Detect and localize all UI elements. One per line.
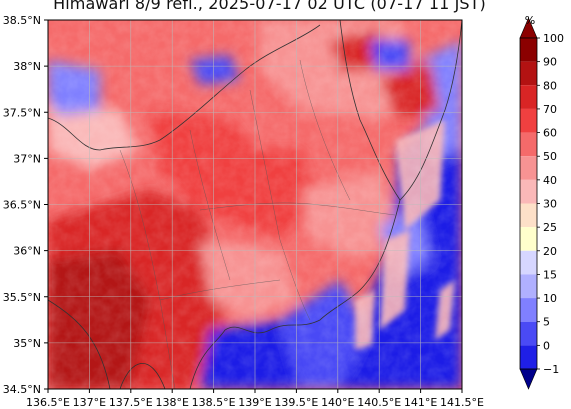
colorbar-tick-label: 15	[543, 268, 557, 281]
colorbar-tick-label: 100	[543, 32, 564, 45]
colorbar-extend-min	[519, 368, 538, 390]
lon-tick-label: 136.5°E	[26, 396, 70, 409]
lon-tick-label: 137.5°E	[109, 396, 153, 409]
lat-tick-label: 34.5°N	[3, 383, 41, 396]
lon-tick-label: 138.5°E	[192, 396, 236, 409]
lon-tick-label: 139.5°E	[274, 396, 318, 409]
colorbar-tick-label: 40	[543, 174, 557, 187]
colorbar-unit: %	[525, 14, 535, 27]
lat-tick-label: 36.5°N	[3, 199, 41, 212]
colorbar-segment	[520, 61, 537, 86]
lat-tick-label: 38°N	[13, 60, 41, 73]
lat-tick-label: 37°N	[13, 152, 41, 165]
colorbar-tick-label: 90	[543, 56, 557, 69]
colorbar-tick-label: 30	[543, 198, 557, 211]
lon-tick-label: 139°E	[238, 396, 271, 409]
lat-tick-label: 37.5°N	[3, 106, 41, 119]
colorbar-tick-label: 70	[543, 103, 557, 116]
colorbar-segment	[520, 85, 537, 109]
colorbar-tick-label: 80	[543, 79, 557, 92]
colorbar-segment	[520, 203, 537, 228]
colorbar-segment	[520, 298, 537, 322]
colorbar-segment	[520, 250, 537, 275]
colorbar-segment	[520, 274, 537, 299]
lat-tick-label: 35°N	[13, 337, 41, 350]
colorbar-segment	[520, 156, 537, 180]
lon-tick-label: 138°E	[155, 396, 188, 409]
colorbar-tick-label: 10	[543, 292, 557, 305]
colorbar-tick-label: 50	[543, 150, 557, 163]
colorbar-segment	[520, 132, 537, 157]
lon-tick-label: 141.5°E	[440, 396, 484, 409]
colorbar-tick-label: 25	[543, 221, 557, 234]
coastline-lines	[48, 20, 462, 389]
lat-tick-label: 35.5°N	[3, 291, 41, 304]
colorbar-segment	[520, 227, 537, 251]
map-title: Himawari 8/9 refl., 2025-07-17 02 UTC (0…	[53, 0, 486, 13]
lon-tick-label: 137°E	[73, 396, 106, 409]
gridlines	[48, 20, 462, 389]
colorbar-segment	[520, 345, 537, 369]
lat-tick-label: 36°N	[13, 245, 41, 258]
colorbar-tick-label: 60	[543, 127, 557, 140]
lon-tick-label: 140.5°E	[357, 396, 401, 409]
colorbar-segment	[520, 38, 537, 62]
colorbar-segment	[520, 179, 537, 204]
lat-tick-label: 38.5°N	[3, 14, 41, 27]
colorbar-tick-label: 20	[543, 245, 557, 258]
latitude-axis: 38.5°N 38°N 37.5°N 37°N 36.5°N 36°N 35.5°N 35°N…	[3, 14, 48, 396]
colorbar-tick-label: −1	[543, 363, 559, 376]
lon-tick-label: 141°E	[404, 396, 437, 409]
prefecture-borders	[119, 59, 396, 389]
colorbar-segment	[520, 321, 537, 346]
colorbar-tick-label: 0	[543, 339, 550, 352]
lon-tick-label: 140°E	[321, 396, 354, 409]
colorbar-segment	[520, 108, 537, 133]
longitude-axis: 136.5°E 137°E 137.5°E 138°E 138.5°E 139°E 139.…	[26, 389, 484, 409]
colorbar-tick-label: 5	[543, 316, 550, 329]
